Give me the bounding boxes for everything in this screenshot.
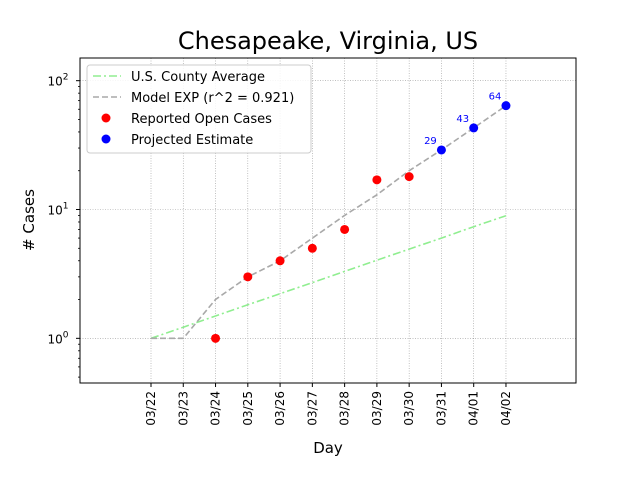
data-point: [404, 172, 414, 182]
data-label: 64: [489, 92, 502, 103]
data-label: 29: [424, 136, 437, 147]
x-axis-label: Day: [313, 439, 343, 457]
legend-label: U.S. County Average: [131, 70, 265, 85]
x-tick-label: 03/28: [338, 391, 352, 426]
x-axis: 03/22 03/23 03/24 03/25 03/26 03/27 03/28 03/29…: [144, 383, 513, 426]
data-point: [211, 333, 221, 343]
y-axis-label: # Cases: [20, 189, 38, 251]
series-line: [151, 105, 507, 340]
data-point: [243, 272, 253, 282]
x-tick-label: 03/31: [434, 391, 448, 426]
x-tick-label: 04/01: [467, 391, 481, 426]
x-tick-label: 03/22: [144, 391, 158, 426]
data-point: [469, 123, 479, 133]
x-tick-label: 03/27: [305, 391, 319, 426]
legend-label: Model EXP (r^2 = 0.921): [131, 91, 294, 106]
x-tick-label: 03/29: [370, 391, 384, 426]
x-tick-label: 03/23: [176, 391, 190, 426]
x-tick-label: 03/30: [402, 391, 416, 426]
data-point: [501, 101, 511, 111]
series-layer: 29 43 64: [150, 92, 511, 343]
data-point: [372, 175, 382, 185]
x-tick-label: 03/24: [209, 391, 223, 426]
legend-box: [86, 64, 312, 154]
legend-marker: [101, 113, 111, 123]
data-point: [436, 145, 446, 155]
legend-label: Reported Open Cases: [131, 112, 272, 127]
series-line: [150, 214, 507, 340]
data-point: [275, 256, 285, 266]
data-point: [340, 224, 350, 234]
legend-label: Projected Estimate: [131, 133, 253, 148]
legend: U.S. County Average Model EXP (r^2 = 0.92…: [86, 64, 312, 154]
x-tick-label: 03/25: [241, 391, 255, 426]
chart-title: Chesapeake, Virginia, US: [178, 27, 478, 55]
plot-frame: [79, 57, 577, 384]
data-point: [307, 243, 317, 253]
legend-marker: [101, 134, 111, 144]
x-tick-label: 03/26: [273, 391, 287, 426]
data-label: 43: [456, 114, 469, 125]
x-tick-label: 04/02: [499, 391, 513, 426]
